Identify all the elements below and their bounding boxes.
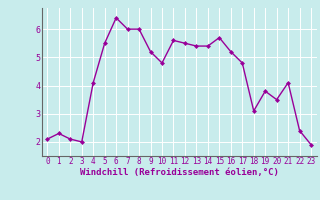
X-axis label: Windchill (Refroidissement éolien,°C): Windchill (Refroidissement éolien,°C) bbox=[80, 168, 279, 177]
